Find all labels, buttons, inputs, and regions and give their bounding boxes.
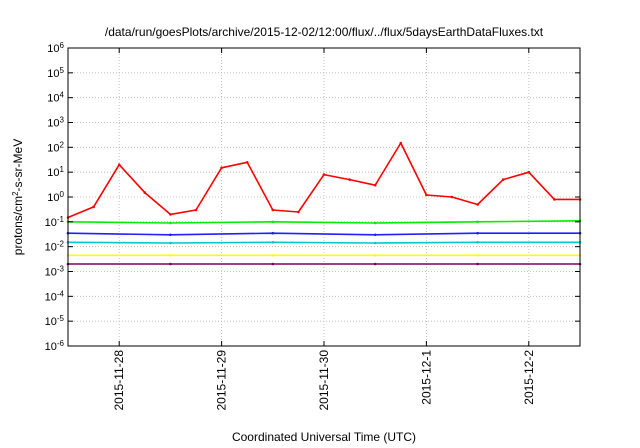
y-tick-exponent: 0 (60, 190, 65, 199)
series-point (271, 254, 275, 257)
series-point (476, 241, 479, 244)
y-tick-exponent: -5 (57, 314, 65, 323)
y-tick-base: 10 (45, 217, 57, 229)
y-tick-exponent: 3 (60, 115, 65, 124)
series-point (322, 173, 326, 176)
series-point (169, 233, 172, 237)
series-point (476, 254, 479, 257)
y-tick-exponent: -1 (57, 214, 65, 223)
y-tick-base: 10 (47, 142, 59, 154)
series-group (66, 141, 582, 266)
y-tick-base: 10 (47, 68, 59, 80)
series-point (169, 221, 172, 225)
series-point (373, 241, 377, 245)
y-tick-base: 10 (47, 93, 59, 105)
y-axis-ticks: 10-610-510-410-310-210-11001011021031041… (45, 41, 580, 354)
series-point (476, 203, 479, 206)
series-point (399, 141, 403, 145)
series-point (553, 198, 556, 201)
series-point (373, 221, 377, 225)
x-axis-ticks: 2015-11-28 2015-11-29 2015-11-30 2015-12-1 2… (112, 48, 536, 411)
y-tick-label: 10-6 (45, 339, 65, 354)
series-point (169, 262, 172, 266)
y-tick-exponent: -4 (57, 289, 65, 298)
y-tick-base: 10 (47, 167, 59, 179)
series-point (373, 254, 377, 257)
chart-title: /data/run/goesPlots/archive/2015-12-02/1… (105, 25, 544, 39)
series-point (271, 208, 275, 212)
grid (68, 48, 580, 346)
series-point (373, 262, 377, 266)
series-point (501, 178, 505, 181)
series-point (143, 191, 147, 194)
y-tick-label: 10-1 (45, 214, 65, 229)
x-tick-label: 2015-12-1 (419, 350, 433, 405)
y-tick-exponent: 2 (60, 140, 65, 149)
series-point (271, 262, 275, 266)
y-tick-base: 10 (45, 291, 57, 303)
y-tick-label: 104 (47, 90, 64, 105)
y-tick-label: 100 (47, 190, 64, 205)
series-point (271, 231, 275, 235)
x-tick-label: 2015-11-30 (317, 350, 331, 411)
y-axis-label-sup: 2 (11, 191, 20, 196)
y-tick-base: 10 (47, 43, 59, 55)
y-tick-exponent: -2 (57, 239, 65, 248)
series-point (194, 208, 198, 212)
y-tick-exponent: 6 (60, 41, 65, 50)
series-point (373, 233, 377, 237)
x-tick-label: 2015-12-2 (522, 350, 536, 405)
y-tick-label: 101 (47, 165, 64, 180)
series-point (169, 254, 172, 257)
y-tick-base: 10 (47, 192, 59, 204)
y-tick-base: 10 (45, 316, 57, 328)
y-tick-exponent: -6 (57, 339, 65, 348)
x-tick-label: 2015-11-28 (112, 350, 126, 411)
series-point (476, 231, 479, 235)
y-tick-exponent: 1 (60, 165, 65, 174)
y-tick-base: 10 (45, 267, 57, 279)
series-point (245, 161, 249, 164)
series-point (117, 163, 121, 166)
y-axis-label: protons/cm2-s-sr-MeV (11, 139, 26, 255)
series-point (373, 183, 377, 187)
y-tick-label: 102 (47, 140, 64, 155)
y-tick-label: 10-5 (45, 314, 65, 329)
series-point (476, 220, 479, 224)
series-point (425, 193, 428, 197)
x-tick-label: 2015-11-29 (215, 350, 229, 411)
series-point (220, 166, 223, 170)
series-point (271, 241, 275, 244)
y-tick-label: 10-2 (45, 239, 65, 254)
series-point (169, 241, 172, 245)
y-tick-label: 105 (47, 65, 64, 80)
series-line (67, 232, 580, 236)
series-point (92, 205, 95, 209)
y-tick-exponent: 5 (60, 65, 65, 74)
y-tick-exponent: -3 (57, 264, 65, 273)
y-axis-label-main: protons/cm (11, 196, 25, 255)
y-tick-label: 10-4 (45, 289, 65, 304)
series-point (450, 195, 454, 199)
series-point (348, 178, 351, 181)
y-tick-base: 10 (47, 118, 59, 130)
y-tick-base: 10 (45, 341, 57, 353)
series-line (67, 220, 581, 224)
y-tick-exponent: 4 (60, 90, 65, 99)
y-tick-base: 10 (45, 242, 57, 254)
series-point (527, 170, 531, 174)
y-tick-label: 106 (47, 41, 64, 56)
y-tick-label: 103 (47, 115, 64, 130)
y-axis-label-rest: -s-sr-MeV (11, 139, 25, 192)
series-point (476, 262, 479, 266)
series-point (297, 210, 300, 214)
series-point (271, 220, 275, 224)
y-tick-label: 10-3 (45, 264, 65, 279)
x-axis-label: Coordinated Universal Time (UTC) (232, 430, 416, 444)
series-line (67, 241, 580, 244)
series-point (169, 213, 172, 216)
